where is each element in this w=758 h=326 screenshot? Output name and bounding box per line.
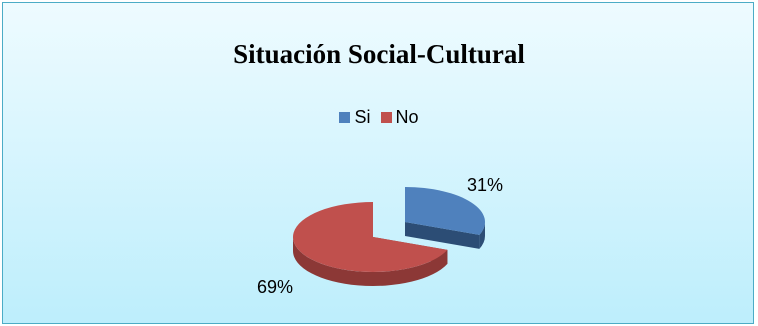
- legend-swatch-no: [380, 112, 392, 123]
- data-label-no: 69%: [257, 277, 293, 297]
- legend-item-no: No: [380, 107, 419, 128]
- legend-item-si: Si: [339, 107, 371, 128]
- pie-slice-si-wall-1: [405, 222, 480, 249]
- legend-label-si: Si: [354, 107, 371, 127]
- pie-slice-si-side: [479, 222, 485, 249]
- chart-area: Situación Social-Cultural Si No 31% 69%: [2, 2, 754, 324]
- pie-slice-si: [405, 187, 485, 235]
- legend-swatch-si: [339, 112, 351, 123]
- data-label-si: 31%: [467, 175, 503, 195]
- pie-slice-no-side: [293, 237, 448, 287]
- pie-chart: 31% 69%: [257, 175, 503, 297]
- chart-title: Situación Social-Cultural: [233, 39, 525, 69]
- legend-label-no: No: [395, 107, 419, 127]
- pie-slice-no: [293, 202, 448, 272]
- legend: Si No: [3, 107, 755, 128]
